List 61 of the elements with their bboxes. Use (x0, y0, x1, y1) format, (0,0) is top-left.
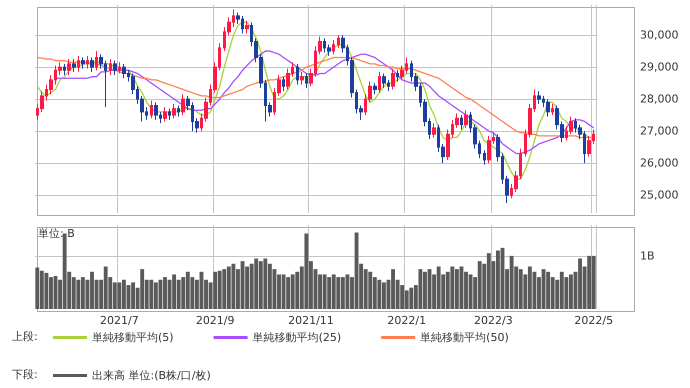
x-tick-label: 2022/5 (574, 314, 614, 327)
legend-label: 単純移動平均(50) (420, 331, 509, 344)
candlestick (382, 72, 386, 88)
y-tick-label: 29,000 (640, 60, 678, 74)
candlestick (122, 63, 126, 79)
line-series (54, 50, 594, 154)
candlestick (150, 100, 153, 119)
line-series (36, 56, 594, 138)
candlestick (432, 122, 436, 138)
y-tick-label: 25,000 (640, 188, 678, 202)
candlestick (72, 58, 76, 72)
candlestick (460, 114, 463, 130)
candlestick (86, 55, 89, 70)
y-tick-label: 30,000 (640, 28, 678, 42)
candlestick (373, 82, 377, 95)
candlestick (337, 34, 340, 48)
y-tick-label: 26,000 (640, 156, 678, 170)
candlestick (118, 62, 121, 74)
candlestick (300, 71, 304, 86)
candlestick (245, 20, 249, 34)
x-tick-label: 2022/1 (387, 314, 426, 327)
legend-label: 出来高 単位:(B株/口/枚) (92, 369, 211, 382)
text: 上段: (12, 330, 38, 343)
y-axis-title: 単位: B (38, 227, 75, 240)
x-tick-label: 2021/11 (288, 314, 334, 327)
candlestick (109, 58, 112, 76)
y-tick-label: 1B (640, 249, 655, 262)
text: 下段: (12, 368, 38, 381)
candlestick (396, 70, 399, 82)
candlestick (90, 56, 94, 72)
candlestick (483, 150, 486, 166)
candlestick (332, 39, 335, 55)
x-tick-label: 2021/7 (100, 314, 139, 327)
candlestick (77, 55, 80, 72)
candlestick (282, 76, 285, 92)
candlestick (391, 68, 395, 90)
candlestick (67, 58, 71, 76)
candlestick (464, 110, 468, 128)
candlestick (551, 103, 554, 116)
candlestick (113, 60, 117, 76)
candlestick (168, 108, 171, 120)
x-tick-label: 2021/9 (196, 314, 235, 327)
candlestick (95, 50, 98, 71)
candlestick (378, 71, 381, 94)
candlestick (181, 94, 185, 116)
candlestick (537, 90, 541, 104)
legend-label: 単純移動平均(25) (252, 331, 342, 344)
candlestick (81, 56, 85, 70)
y-tick-label: 27,000 (640, 124, 678, 138)
y-tick-label: 28,000 (640, 92, 678, 106)
candlestick (296, 63, 299, 86)
x-tick-label: 2022/3 (474, 314, 513, 327)
legend-label: 単純移動平均(5) (92, 331, 174, 344)
candlestick (177, 104, 180, 118)
candlestick (163, 106, 167, 122)
candlestick (305, 72, 308, 88)
candlestick (63, 63, 66, 76)
candlestick (154, 102, 158, 120)
candlestick (487, 135, 491, 164)
candlestick (172, 103, 176, 119)
candlestick (546, 98, 550, 118)
